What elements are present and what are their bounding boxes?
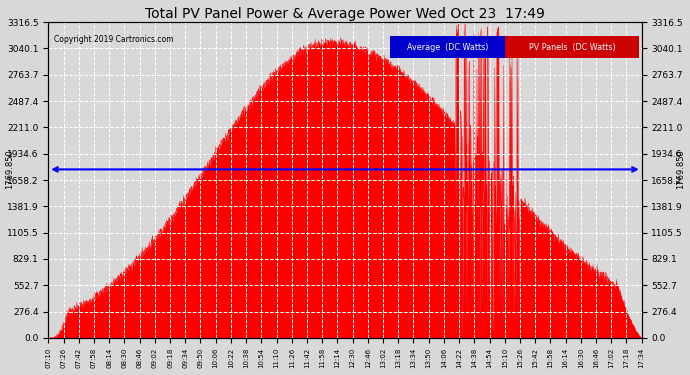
Text: 1769.850: 1769.850 bbox=[676, 150, 684, 189]
Text: Copyright 2019 Cartronics.com: Copyright 2019 Cartronics.com bbox=[55, 35, 174, 44]
Bar bbox=[390, 36, 505, 58]
Title: Total PV Panel Power & Average Power Wed Oct 23  17:49: Total PV Panel Power & Average Power Wed… bbox=[145, 7, 545, 21]
Bar bbox=[505, 36, 639, 58]
Text: Average  (DC Watts): Average (DC Watts) bbox=[406, 43, 488, 52]
Text: 1769.850: 1769.850 bbox=[6, 150, 14, 189]
Text: PV Panels  (DC Watts): PV Panels (DC Watts) bbox=[529, 43, 615, 52]
